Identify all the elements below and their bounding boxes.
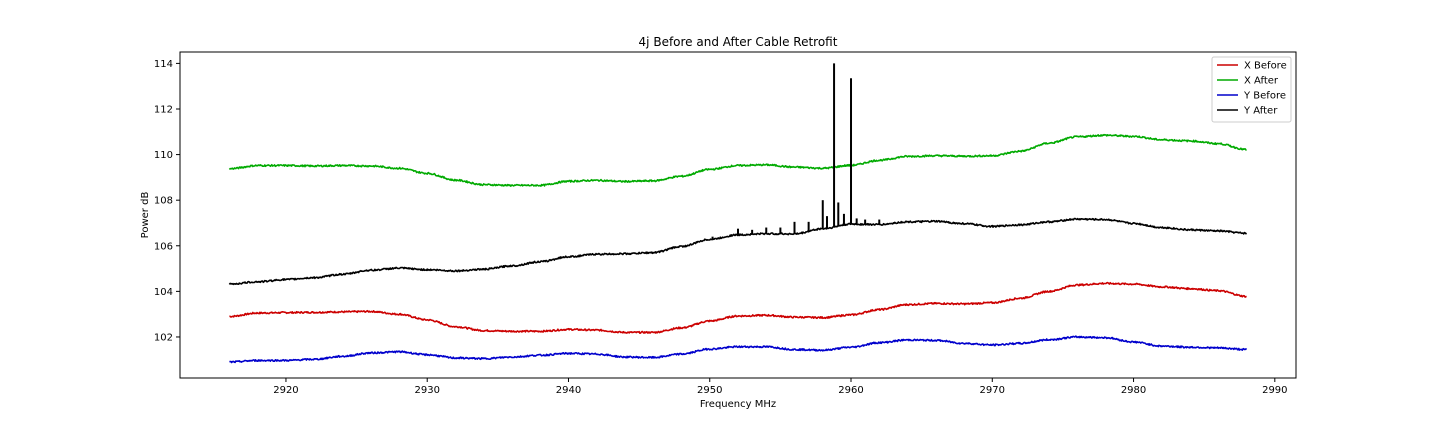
y-axis-label: Power dB — [140, 192, 151, 239]
plot-area: 2920 2930 2940 2950 2960 2970 2980 2990 102 104 10… — [154, 51, 1297, 396]
y-tick-label: 114 — [154, 59, 173, 70]
legend-label: Y After — [1243, 106, 1278, 117]
x-tick-label: 2920 — [273, 385, 298, 396]
x-tick-label: 2950 — [697, 385, 722, 396]
y-tick-label: 106 — [154, 241, 173, 252]
axes-frame — [179, 51, 1297, 379]
series-line-y-before — [229, 335, 1248, 364]
x-tick-label: 2960 — [838, 385, 863, 396]
series-line-y-after — [228, 217, 1248, 286]
chart-title: 4j Before and After Cable Retrofit — [639, 35, 838, 49]
series-line-x-before — [229, 281, 1247, 335]
y-tick-label: 112 — [154, 104, 173, 115]
y-tick-label: 110 — [154, 150, 173, 161]
legend-label: X Before — [1244, 61, 1287, 72]
x-tick-label: 2990 — [1262, 385, 1287, 396]
x-tick-label: 2980 — [1121, 385, 1146, 396]
series-line-x-after — [228, 133, 1247, 187]
legend-label: Y Before — [1243, 91, 1286, 102]
x-tick-label: 2930 — [414, 385, 439, 396]
legend-box — [1211, 56, 1292, 123]
x-axis-label: Frequency MHz — [700, 399, 776, 410]
y-tick-label: 102 — [154, 332, 173, 343]
x-tick-label: 2940 — [556, 385, 581, 396]
y-tick-label: 108 — [154, 196, 173, 207]
legend-label: X After — [1244, 76, 1279, 87]
x-tick-label: 2970 — [980, 385, 1005, 396]
legend: X Before X After Y Before Y After — [1211, 56, 1292, 123]
y-tick-label: 104 — [154, 287, 173, 298]
